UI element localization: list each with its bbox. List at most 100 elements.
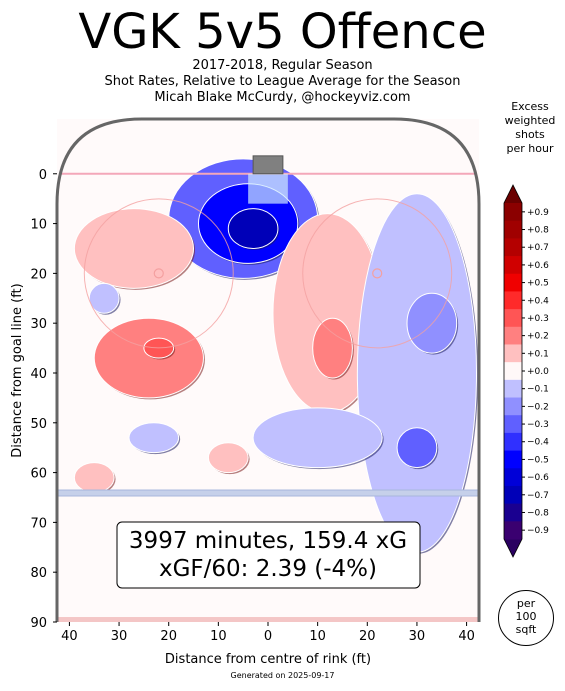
- colorbar-tick-label: −0.8: [527, 508, 549, 518]
- colorbar-segment: [504, 256, 522, 275]
- x-tick-label: 30: [111, 629, 128, 644]
- faceoff-circle: [83, 198, 234, 349]
- colorbar-segment: [504, 291, 522, 310]
- colorbar-segment: [504, 238, 522, 257]
- colorbar-top-arrow: [504, 185, 522, 203]
- colorbar-tick-label: −0.2: [527, 402, 549, 412]
- colorbar-segment: [504, 362, 522, 381]
- per-badge-line: sqft: [515, 623, 537, 636]
- faceoff-dot: [153, 268, 164, 279]
- heatmap-region: [396, 427, 438, 469]
- summary-line-2: xGF/60: 2.39 (-4%): [159, 556, 377, 582]
- blue-line: [57, 489, 479, 497]
- colorbar-tick-label: −0.9: [527, 526, 549, 536]
- x-tick-label: 20: [160, 629, 177, 644]
- colorbar-tick-label: +0.1: [527, 349, 549, 359]
- faceoff-dot: [372, 268, 383, 279]
- subtitle-line-2: Shot Rates, Relative to League Average f…: [104, 74, 461, 89]
- colorbar-tick-label: +0.4: [527, 296, 549, 306]
- y-tick-label: 40: [30, 367, 47, 382]
- goal-crease: [248, 173, 288, 204]
- x-tick-label: 0: [264, 629, 272, 644]
- per-badge-line: per: [516, 597, 536, 610]
- y-tick-label: 80: [30, 566, 47, 581]
- colorbar-segment: [504, 379, 522, 399]
- colorbar-segment: [504, 273, 522, 292]
- colorbar-tick-label: −0.1: [527, 385, 549, 395]
- colorbar-segment: [504, 450, 522, 469]
- colorbar-tick-label: +0.8: [527, 226, 549, 236]
- colorbar-tick-label: −0.6: [527, 473, 549, 483]
- y-tick-label: 0: [39, 168, 47, 183]
- colorbar-segment: [504, 503, 522, 522]
- x-tick-label: 10: [210, 629, 227, 644]
- y-axis-label: Distance from goal line (ft): [10, 283, 25, 457]
- colorbar-segment: [504, 432, 522, 452]
- subtitle-line-1: 2017-2018, Regular Season: [192, 58, 373, 73]
- colorbar-segment: [504, 344, 522, 363]
- colorbar-tick-label: +0.0: [527, 367, 549, 377]
- x-tick-label: 20: [359, 629, 376, 644]
- colorbar-tick-label: +0.2: [527, 332, 549, 342]
- per-badge-line: 100: [515, 610, 537, 623]
- summary-line-1: 3997 minutes, 159.4 xG: [129, 528, 407, 554]
- x-tick-label: 40: [61, 629, 78, 644]
- centre-red-line: [57, 617, 479, 622]
- colorbar-tick-label: +0.6: [527, 261, 549, 271]
- summary-box: [116, 521, 421, 589]
- heatmap-region: [252, 407, 383, 469]
- colorbar-bottom-arrow: [504, 539, 522, 557]
- colorbar-segment: [504, 521, 522, 540]
- colorbar-tick-label: +0.3: [527, 314, 549, 324]
- y-tick-label: 50: [30, 417, 47, 432]
- x-tick-label: 30: [409, 629, 426, 644]
- heatmap-region: [73, 208, 195, 289]
- colorbar-tick-label: −0.4: [527, 438, 549, 448]
- colorbar-tick-label: −0.5: [527, 455, 549, 465]
- y-tick-label: 70: [30, 516, 47, 531]
- colorbar-segment: [504, 415, 522, 434]
- y-tick-label: 60: [30, 467, 47, 482]
- colorbar-segment: [504, 485, 522, 505]
- heatmap-region: [312, 317, 353, 379]
- colorbar-tick-label: +0.9: [527, 208, 549, 218]
- colorbar-tick-label: −0.7: [527, 491, 549, 501]
- rink-boards: [55, 117, 481, 622]
- heatmap-region: [128, 422, 180, 454]
- y-tick-label: 20: [30, 267, 47, 282]
- colorbar-segment: [504, 220, 522, 239]
- x-tick-label: 10: [309, 629, 326, 644]
- colorbar-tick-label: +0.5: [527, 279, 549, 289]
- heatmap-region: [88, 282, 120, 314]
- x-tick-label: 40: [458, 629, 475, 644]
- per-area-badge: per 100 sqft: [498, 590, 554, 646]
- colorbar-title-line: Excess: [511, 100, 549, 113]
- heatmap-layer: [57, 158, 479, 622]
- colorbar-title: Excess weighted shots per hour: [495, 100, 565, 156]
- colorbar-segment: [504, 468, 522, 487]
- colorbar-segment: [504, 326, 522, 345]
- subtitle-line-3: Micah Blake McCurdy, @hockeyviz.com: [154, 90, 411, 105]
- x-axis-label: Distance from centre of rink (ft): [165, 652, 371, 667]
- colorbar-segment: [504, 397, 522, 416]
- colorbar-tick-label: +0.7: [527, 243, 549, 253]
- heatmap-region: [406, 292, 458, 354]
- colorbar-title-line: shots: [515, 128, 545, 141]
- colorbar-title-line: per hour: [506, 142, 554, 155]
- y-tick-label: 90: [30, 616, 47, 631]
- y-tick-label: 30: [30, 317, 47, 332]
- generated-footer: Generated on 2025-09-17: [230, 671, 335, 680]
- goal-net: [252, 155, 284, 175]
- colorbar-outline: [503, 184, 523, 558]
- colorbar-segment: [504, 203, 522, 222]
- colorbar-title-line: weighted: [504, 114, 556, 127]
- y-tick-label: 10: [30, 218, 47, 233]
- faceoff-circle: [302, 198, 453, 349]
- colorbar-segment: [504, 309, 522, 328]
- chart-title: VGK 5v5 Offence: [78, 4, 487, 60]
- heatmap-region: [227, 208, 279, 249]
- colorbar-tick-label: −0.3: [527, 420, 549, 430]
- heatmap-region: [207, 442, 249, 474]
